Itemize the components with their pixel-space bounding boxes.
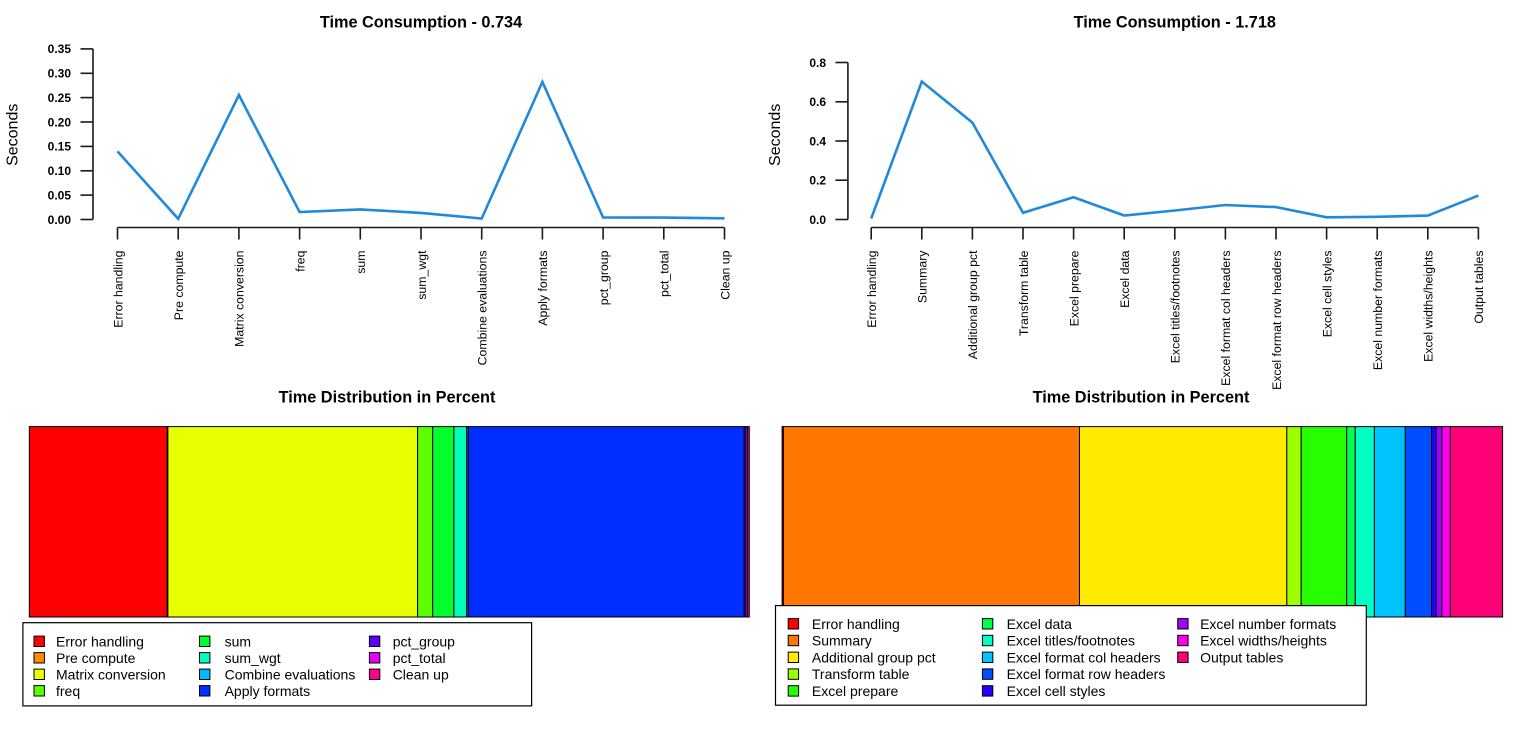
- svg-text:0.20: 0.20: [48, 115, 72, 129]
- svg-text:Excel data: Excel data: [1007, 616, 1073, 632]
- svg-text:Transform table: Transform table: [1017, 250, 1031, 336]
- svg-text:Error handling: Error handling: [812, 616, 900, 632]
- svg-text:pct_total: pct_total: [393, 650, 446, 666]
- svg-text:Combine evaluations: Combine evaluations: [476, 251, 490, 366]
- svg-text:Excel data: Excel data: [1118, 250, 1132, 308]
- svg-text:0.2: 0.2: [809, 174, 826, 188]
- svg-text:Excel number formats: Excel number formats: [1371, 251, 1385, 371]
- svg-text:Output tables: Output tables: [1472, 251, 1486, 324]
- svg-text:Excel widths/heights: Excel widths/heights: [1422, 251, 1436, 362]
- svg-text:pct_group: pct_group: [393, 633, 455, 649]
- svg-text:Transform table: Transform table: [812, 666, 910, 682]
- svg-text:0.30: 0.30: [48, 67, 72, 81]
- svg-text:0.8: 0.8: [809, 56, 826, 70]
- svg-text:Error handling: Error handling: [56, 633, 144, 649]
- svg-text:Excel cell styles: Excel cell styles: [1320, 251, 1334, 338]
- svg-text:0.15: 0.15: [48, 140, 72, 154]
- svg-text:Excel cell styles: Excel cell styles: [1007, 683, 1106, 699]
- svg-text:sum_wgt: sum_wgt: [225, 650, 281, 666]
- svg-text:Excel format row headers: Excel format row headers: [1270, 251, 1284, 390]
- svg-text:sum: sum: [225, 633, 251, 649]
- svg-text:Clean up: Clean up: [393, 666, 449, 682]
- svg-text:Excel format col headers: Excel format col headers: [1007, 649, 1161, 665]
- svg-text:Additional group pct: Additional group pct: [812, 649, 936, 665]
- svg-text:0.05: 0.05: [48, 188, 72, 202]
- svg-text:Excel format row headers: Excel format row headers: [1007, 666, 1166, 682]
- svg-text:Time Consumption - 0.734: Time Consumption - 0.734: [320, 14, 522, 32]
- svg-text:pct_total: pct_total: [658, 251, 672, 298]
- svg-text:0.35: 0.35: [48, 42, 72, 56]
- svg-text:sum: sum: [354, 251, 368, 274]
- svg-text:Time Distribution in Percent: Time Distribution in Percent: [1033, 388, 1250, 406]
- svg-text:Pre compute: Pre compute: [172, 250, 186, 320]
- svg-text:Output tables: Output tables: [1200, 649, 1283, 665]
- svg-text:0.10: 0.10: [48, 164, 72, 178]
- svg-text:sum_wgt: sum_wgt: [415, 250, 429, 300]
- svg-text:Clean up: Clean up: [718, 250, 732, 299]
- svg-text:Error handling: Error handling: [865, 250, 879, 327]
- svg-text:Excel number formats: Excel number formats: [1200, 616, 1336, 632]
- svg-text:freq: freq: [293, 250, 307, 271]
- svg-text:Time Consumption - 1.718: Time Consumption - 1.718: [1074, 14, 1276, 32]
- svg-text:Error handling: Error handling: [111, 250, 125, 327]
- svg-text:0.00: 0.00: [48, 213, 72, 227]
- svg-text:Excel format col headers: Excel format col headers: [1219, 251, 1233, 386]
- svg-text:Apply formats: Apply formats: [225, 683, 311, 699]
- svg-text:Time Distribution in Percent: Time Distribution in Percent: [279, 388, 496, 406]
- svg-text:Excel prepare: Excel prepare: [812, 683, 899, 699]
- svg-text:Summary: Summary: [812, 633, 872, 649]
- svg-text:Excel titles/footnotes: Excel titles/footnotes: [1169, 251, 1183, 364]
- svg-text:0.25: 0.25: [48, 91, 72, 105]
- svg-text:Combine evaluations: Combine evaluations: [225, 666, 356, 682]
- svg-text:Excel widths/heights: Excel widths/heights: [1200, 633, 1327, 649]
- svg-text:Pre compute: Pre compute: [56, 650, 136, 666]
- svg-text:Matrix conversion: Matrix conversion: [56, 666, 166, 682]
- svg-text:Excel titles/footnotes: Excel titles/footnotes: [1007, 633, 1135, 649]
- svg-text:Excel prepare: Excel prepare: [1067, 250, 1081, 326]
- svg-text:Apply formats: Apply formats: [536, 251, 550, 326]
- svg-text:freq: freq: [56, 683, 80, 699]
- svg-text:0.6: 0.6: [809, 95, 826, 109]
- svg-text:Seconds: Seconds: [767, 104, 784, 166]
- svg-text:Matrix conversion: Matrix conversion: [233, 250, 247, 347]
- svg-text:Summary: Summary: [916, 250, 930, 303]
- svg-text:Seconds: Seconds: [5, 104, 22, 166]
- svg-text:Additional group pct: Additional group pct: [966, 250, 980, 359]
- svg-text:0.4: 0.4: [809, 134, 826, 148]
- svg-text:pct_group: pct_group: [597, 250, 611, 305]
- svg-text:0.0: 0.0: [809, 213, 826, 227]
